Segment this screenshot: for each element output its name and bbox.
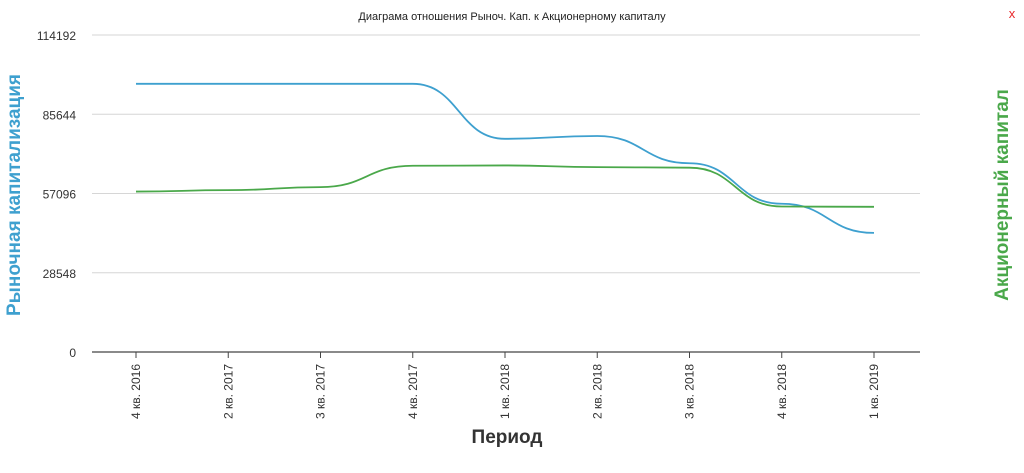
close-button[interactable]: x xyxy=(1008,6,1016,21)
x-tick-label: 4 кв. 2018 xyxy=(775,364,789,419)
y-axis-label-left: Рыночная капитализация xyxy=(4,74,25,316)
y-tick-label: 57096 xyxy=(43,188,77,202)
grid xyxy=(92,34,920,353)
y-tick-label: 0 xyxy=(69,346,76,360)
series-line-market-cap xyxy=(136,82,875,234)
x-tick-label: 1 кв. 2019 xyxy=(867,364,881,419)
y-tick-label: 28548 xyxy=(43,267,77,281)
y-tick-label: 114192 xyxy=(37,29,76,43)
series-lines xyxy=(135,82,875,234)
x-tick-label: 3 кв. 2018 xyxy=(683,364,697,419)
x-axis-label: Период xyxy=(472,427,543,448)
y-axis-label-right: Акционерный капитал xyxy=(992,89,1013,301)
series-line-equity xyxy=(135,164,875,208)
x-tick-label: 1 кв. 2018 xyxy=(498,364,512,419)
x-tick-label: 3 кв. 2017 xyxy=(314,364,328,419)
x-tick-label: 2 кв. 2018 xyxy=(590,364,604,419)
x-axis-ticks: 4 кв. 2016 2 кв. 2017 3 кв. 2017 4 кв. 2017… xyxy=(129,352,881,419)
chart-title: Диаграма отношения Рыноч. Кап. к Акционе… xyxy=(358,11,666,23)
y-axis-ticks: 0 28548 57096 85644 114192 xyxy=(37,29,76,360)
x-tick-label: 2 кв. 2017 xyxy=(221,364,235,419)
x-tick-label: 4 кв. 2017 xyxy=(406,364,420,419)
x-tick-label: 4 кв. 2016 xyxy=(129,364,143,419)
y-tick-label: 85644 xyxy=(43,108,77,122)
